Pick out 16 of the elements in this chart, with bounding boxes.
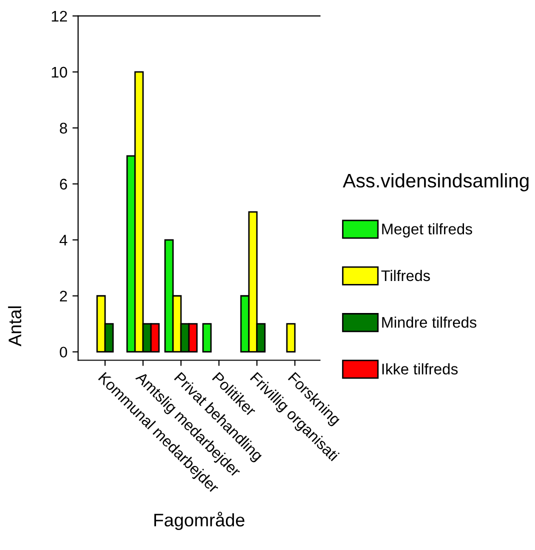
y-tick-label: 6 <box>60 178 68 190</box>
legend-label: Tilfreds <box>381 270 430 282</box>
y-tick-label: 10 <box>52 66 68 78</box>
y-axis-title: Antal <box>8 306 22 346</box>
legend-title: Ass.vidensindsamling <box>342 173 528 192</box>
bar <box>202 323 212 353</box>
y-tick-label: 8 <box>60 122 68 134</box>
bar <box>286 323 296 353</box>
x-axis-title: Fagområde <box>154 512 244 530</box>
y-tick-label: 2 <box>60 290 67 302</box>
legend-label: Meget tilfreds <box>382 223 472 238</box>
y-tick-label: 12 <box>52 10 67 22</box>
legend-label: Mindre tilfreds <box>382 316 476 328</box>
legend-label: Ikke tilfreds <box>382 363 458 374</box>
y-tick-label: 4 <box>60 234 68 246</box>
y-tick-label: 0 <box>60 346 68 358</box>
